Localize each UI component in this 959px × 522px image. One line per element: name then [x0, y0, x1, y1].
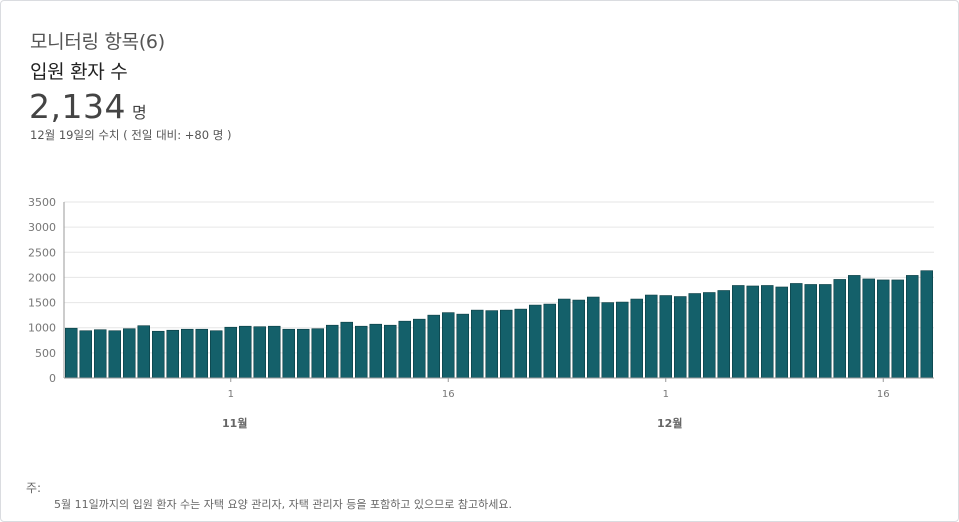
bar — [79, 330, 92, 379]
footnote-label: 주: — [26, 481, 42, 495]
bar — [790, 283, 803, 379]
bar — [384, 324, 397, 379]
bar — [282, 328, 295, 379]
bar — [819, 284, 832, 379]
bar — [587, 296, 600, 379]
x-tick-label: 1 — [228, 389, 234, 400]
section-title: 모니터링 항목(6) — [30, 31, 165, 53]
bar — [297, 328, 310, 379]
bar — [572, 299, 585, 379]
bar — [601, 302, 614, 379]
bar — [108, 330, 121, 379]
bar — [877, 279, 890, 379]
bar — [891, 279, 904, 379]
bar — [703, 292, 716, 379]
bar — [558, 298, 571, 379]
x-tick-label: 16 — [877, 389, 890, 400]
bar — [427, 314, 440, 379]
bar — [224, 326, 237, 379]
bar — [746, 285, 759, 379]
bar — [398, 320, 411, 379]
bar — [311, 328, 324, 379]
bar — [761, 285, 774, 379]
bar — [195, 328, 208, 379]
bar — [456, 313, 469, 379]
bar — [906, 275, 919, 379]
bar — [166, 329, 179, 379]
bar — [181, 328, 194, 379]
bar — [123, 328, 136, 379]
x-tick-label: 16 — [442, 389, 455, 400]
bar — [688, 293, 701, 379]
bar — [413, 318, 426, 379]
bar — [862, 278, 875, 379]
bar — [137, 325, 150, 379]
bar — [920, 270, 933, 379]
y-tick-label: 2000 — [28, 271, 56, 284]
bar — [268, 325, 281, 379]
bar — [210, 330, 223, 379]
bar — [674, 296, 687, 379]
bar — [529, 304, 542, 379]
y-tick-label: 3500 — [28, 196, 56, 209]
bar — [485, 310, 498, 379]
bar — [514, 308, 527, 379]
bar — [543, 303, 556, 379]
bar — [94, 329, 107, 379]
bar — [833, 279, 846, 379]
bar — [369, 323, 382, 379]
x-tick-label: 1 — [663, 389, 669, 400]
footnote-text: 5월 11일까지의 입원 환자 수는 자택 요양 관리자, 자택 관리자 등을 … — [54, 498, 513, 511]
y-tick-label: 3000 — [28, 221, 56, 234]
bar — [253, 326, 266, 379]
bar — [616, 301, 629, 379]
bar — [355, 325, 368, 379]
bar — [326, 324, 339, 379]
metric-note: 12월 19일의 수치 ( 전일 대비: +80 명 ) — [30, 128, 232, 142]
bar — [65, 327, 78, 379]
bar — [471, 309, 484, 379]
bar — [732, 285, 745, 379]
bar-chart: 0 500 1000 1500 2000 2500 3000 3500 1 16 1 16 11월 12월 — [28, 196, 934, 430]
y-tick-label: 1000 — [28, 322, 56, 335]
y-tick-label: 0 — [49, 372, 56, 385]
metric-value: 2,134 — [29, 87, 126, 126]
bar — [717, 290, 730, 379]
metric-unit: 명 — [131, 103, 147, 122]
bar — [804, 284, 817, 379]
metric-title: 입원 환자 수 — [30, 61, 128, 83]
bar — [659, 295, 672, 379]
bar — [500, 309, 513, 379]
bar — [848, 275, 861, 379]
bar — [340, 321, 353, 379]
y-tick-label: 1500 — [28, 297, 56, 310]
bar — [775, 286, 788, 379]
bar — [239, 325, 252, 379]
bar — [630, 298, 643, 379]
bar — [152, 330, 165, 379]
metric-value-row: 2,134 명 — [29, 87, 147, 126]
month-label: 12월 — [657, 416, 682, 430]
bar — [442, 312, 455, 379]
y-tick-label: 500 — [35, 347, 56, 360]
bar — [645, 294, 658, 379]
month-label: 11월 — [222, 416, 247, 430]
y-tick-label: 2500 — [28, 246, 56, 259]
